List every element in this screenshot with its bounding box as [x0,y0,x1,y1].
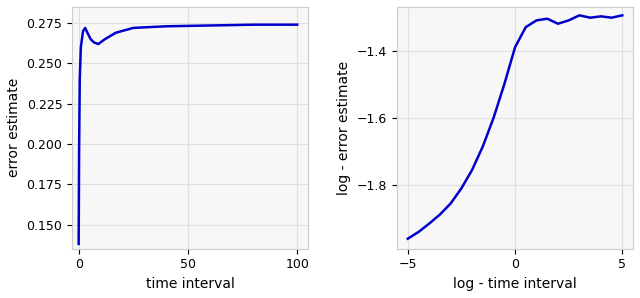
Y-axis label: error estimate: error estimate [7,78,21,178]
Y-axis label: log - error estimate: log - error estimate [337,61,351,195]
X-axis label: log - time interval: log - time interval [453,277,577,291]
X-axis label: time interval: time interval [146,277,234,291]
